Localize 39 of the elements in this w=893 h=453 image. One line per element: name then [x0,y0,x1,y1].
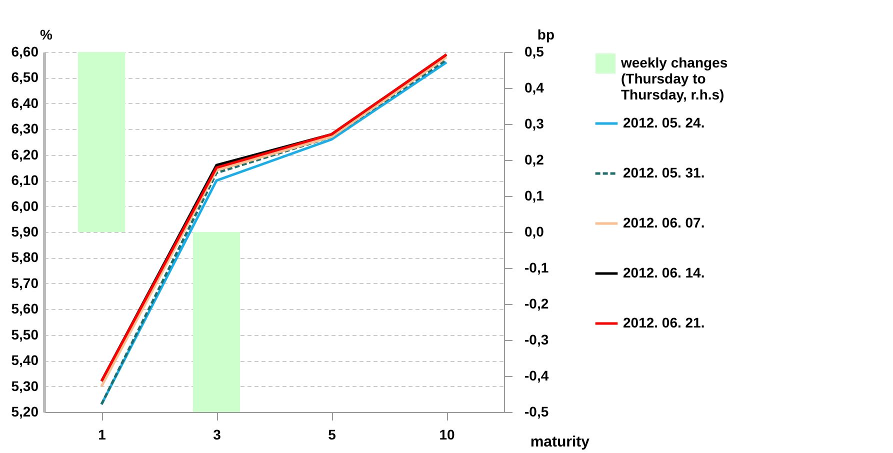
legend-label: 2012. 05. 31. [623,164,705,180]
y-tick-label: 5,90 [11,224,39,240]
legend-label: 2012. 06. 07. [623,214,705,230]
y2-tick-label: -0,5 [524,404,549,420]
y-tick-label: 6,60 [11,44,39,60]
x-tick-label: 1 [98,426,106,442]
x-tick-label: 10 [439,426,455,442]
y2-tick-label: 0,4 [524,80,544,96]
y-tick-label: 5,70 [11,274,39,291]
y-tick-label: 6,10 [11,172,39,188]
y-tick-label: 5,20 [11,404,39,420]
y2-tick-label: 0,2 [524,152,544,168]
y-tick-label: 6,20 [11,146,39,162]
y-tick-label: 5,30 [11,378,39,394]
legend-label: 2012. 06. 14. [623,264,705,280]
y-tick-label: 6,40 [11,94,39,111]
y2-tick-label: -0,4 [524,368,549,384]
legend-label: 2012. 06. 21. [623,314,705,330]
legend-label: 2012. 05. 24. [623,114,705,130]
y2-tick-label: -0,1 [524,260,549,276]
y2-tick-label: 0,1 [524,188,544,204]
y2-tick-label: -0,2 [524,296,549,312]
y-tick-label: 5,50 [11,326,39,342]
y-tick-label: 5,60 [11,300,39,317]
legend-label: weekly changes (Thursday to Thursday, r.h.s) [620,54,728,102]
y-tick-label: 6,30 [11,120,39,137]
x-tick-label: 3 [213,426,222,442]
x-axis-title: maturity [530,434,590,450]
x-tick-label: 5 [328,426,336,442]
y2-tick-label: -0,3 [524,332,549,348]
y-tick-label: 6,00 [11,198,39,214]
y2-axis-title: bp [537,26,554,42]
y-tick-label: 5,80 [11,249,39,266]
y-tick-label: 6,50 [11,69,39,86]
y2-tick-label: 0,5 [524,44,544,60]
y-axis-title: % [40,26,54,42]
y2-tick-label: 0,0 [524,224,544,240]
y2-tick-label: 0,3 [524,116,544,132]
y-tick-label: 5,40 [11,352,39,368]
